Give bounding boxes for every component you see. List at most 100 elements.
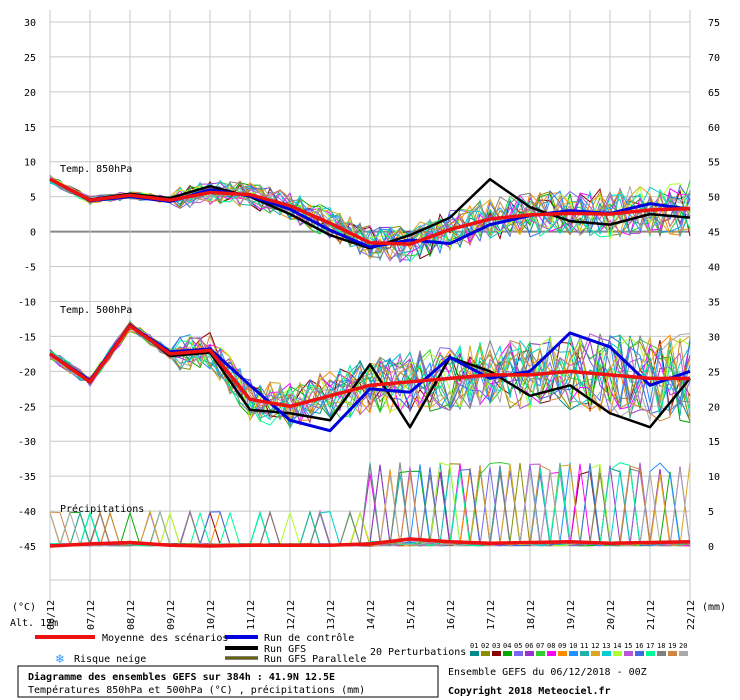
right-tick-label: 60 [708,123,720,134]
right-axis-unit: (mm) [702,602,726,613]
perturb-swatch [536,651,545,656]
left-tick-label: -25 [18,402,36,413]
x-tick-label: 20/12 [606,600,617,630]
x-tick-label: 18/12 [526,600,537,630]
left-tick-label: -15 [18,332,36,343]
perturb-id-label: 11 [580,642,588,650]
x-tick-label: 11/12 [246,600,257,630]
x-tick-label: 13/12 [326,600,337,630]
panel-label-t850: Temp. 850hPa [60,164,132,175]
perturb-id-label: 03 [492,642,500,650]
right-tick-label: 35 [708,297,720,308]
x-tick-label: 22/12 [686,600,697,630]
legend: Moyenne des scénarios ❄ Risque neige Run… [35,632,688,666]
t500-mean-line [48,324,690,409]
panel-label-t500: Temp. 500hPa [60,305,132,316]
x-tick-label: 21/12 [646,600,657,630]
perturb-swatch [580,651,589,656]
perturb-swatch [525,651,534,656]
legend-perturb-label: 20 Perturbations [370,647,466,658]
perturb-swatch [503,651,512,656]
perturb-swatch [657,651,666,656]
perturb-id-label: 02 [481,642,489,650]
perturb-id-label: 01 [470,642,478,650]
x-tick-label: 19/12 [566,600,577,630]
perturb-id-label: 12 [591,642,599,650]
chart-subtitle: Températures 850hPa et 500hPa (°C) , pré… [28,684,365,696]
legend-gfs-label: Run GFS [264,644,306,655]
perturb-swatch [635,651,644,656]
perturbation-swatches: 01 02 03 04 05 06 07 08 09 10 11 12 13 14 15 16 17 18 19 20 [470,642,688,656]
left-tick-label: 15 [24,123,36,134]
right-tick-label: 5 [708,507,714,518]
right-tick-label: 50 [708,193,720,204]
perturb-id-label: 13 [602,642,610,650]
right-tick-label: 15 [708,437,720,448]
perturb-swatch [470,651,479,656]
perturb-swatch [481,651,490,656]
panel-label-precip: Précipitations [60,503,144,515]
left-tick-label: 25 [24,53,36,64]
perturb-id-label: 18 [657,642,665,650]
run-info: Ensemble GEFS du 06/12/2018 - 00Z [448,667,647,678]
x-tick-label: 15/12 [406,600,417,630]
main-runs [48,177,691,548]
left-tick-label: -40 [18,507,36,518]
left-tick-label: -10 [18,297,36,308]
perturb-id-label: 16 [635,642,643,650]
perturb-swatch [668,651,677,656]
perturb-id-label: 17 [646,642,654,650]
perturb-id-label: 09 [558,642,566,650]
perturb-id-label: 05 [514,642,522,650]
perturb-swatch [602,651,611,656]
legend-control-label: Run de contrôle [264,632,354,644]
left-tick-label: 30 [24,18,36,29]
right-tick-label: 75 [708,18,720,29]
left-tick-label: 20 [24,88,36,99]
perturb-id-label: 07 [536,642,544,650]
x-tick-label: 09/12 [166,600,177,630]
right-tick-label: 45 [708,228,720,239]
left-tick-label: 5 [30,193,36,204]
perturb-id-label: 08 [547,642,555,650]
perturb-swatch [492,651,501,656]
perturb-swatch [547,651,556,656]
perturb-swatch [514,651,523,656]
right-tick-label: 70 [708,53,720,64]
perturb-swatch [613,651,622,656]
legend-snow-label: Risque neige [74,654,146,665]
t850-mean-line [49,177,691,246]
x-tick-label: 17/12 [486,600,497,630]
x-tick-label: 14/12 [366,600,377,630]
right-tick-label: 0 [708,542,714,553]
perturb-swatch [591,651,600,656]
title-box [17,665,439,698]
perturb-swatch [569,651,578,656]
left-tick-label: -35 [18,472,36,483]
altitude-label: Alt. 12m [10,618,58,629]
copyright: Copyright 2018 Meteociel.fr [448,685,611,697]
right-tick-label: 30 [708,332,720,343]
snowflake-icon: ❄ [55,652,65,666]
left-tick-label: 10 [24,158,36,169]
left-tick-label: -5 [24,263,36,274]
right-tick-label: 55 [708,158,720,169]
x-tick-label: 06/12 [46,600,57,630]
perturb-swatch [646,651,655,656]
x-tick-label: 10/12 [206,600,217,630]
left-axis-unit: (°C) [12,602,36,613]
perturb-id-label: 06 [525,642,533,650]
right-tick-label: 10 [708,472,720,483]
left-tick-label: -30 [18,437,36,448]
x-tick-label: 12/12 [286,600,297,630]
perturb-id-label: 04 [503,642,511,650]
legend-mean-label: Moyenne des scénarios [102,632,228,644]
right-tick-label: 20 [708,402,720,413]
perturb-id-label: 15 [624,642,632,650]
perturb-swatch [679,651,688,656]
perturb-id-label: 19 [668,642,676,650]
perturb-id-label: 10 [569,642,577,650]
left-tick-label: -20 [18,367,36,378]
x-tick-label: 07/12 [86,600,97,630]
